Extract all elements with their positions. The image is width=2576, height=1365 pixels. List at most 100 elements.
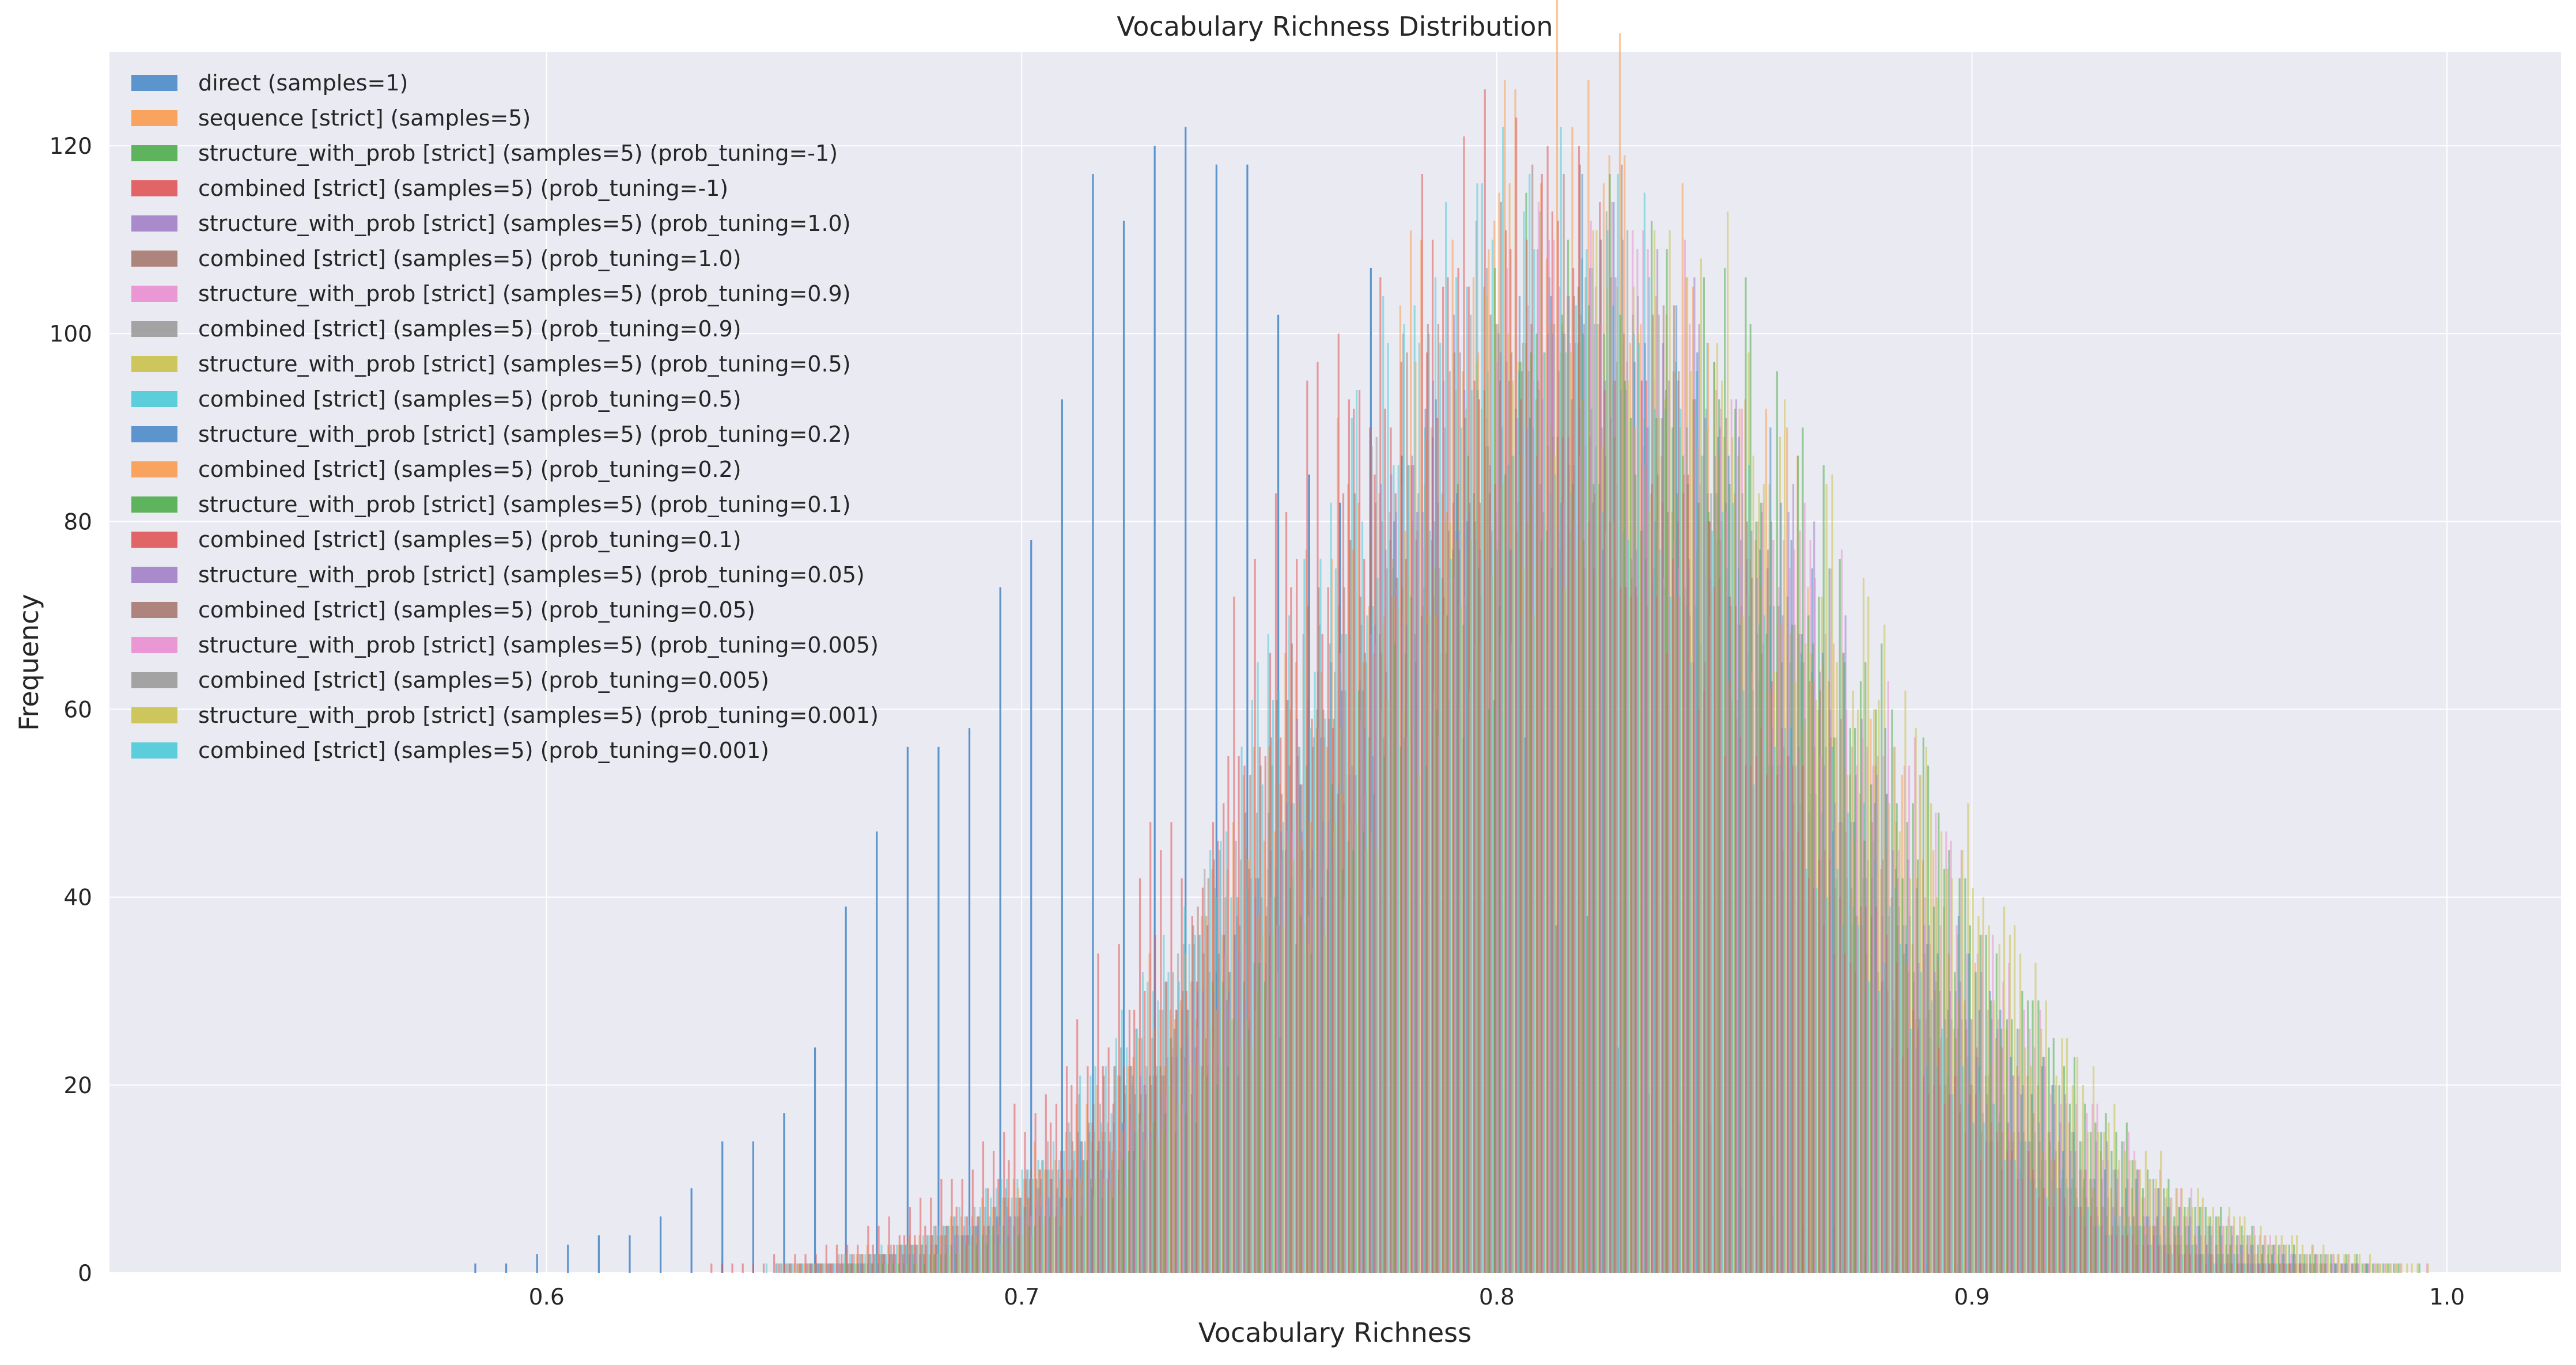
histogram-bar — [2136, 1169, 2139, 1273]
histogram-bar — [1690, 662, 1692, 1273]
histogram-bar — [820, 1263, 823, 1273]
histogram-bar — [2137, 1169, 2139, 1273]
histogram-bar — [1387, 343, 1389, 1273]
bars — [474, 0, 2429, 1273]
histogram-bar — [1753, 784, 1755, 1273]
histogram-bar — [822, 1263, 824, 1273]
histogram-bar — [906, 1245, 909, 1273]
histogram-bar — [2133, 1151, 2136, 1273]
histogram-bar — [1981, 934, 1984, 1273]
histogram-bar — [2032, 1000, 2034, 1273]
histogram-bar — [927, 1235, 929, 1273]
legend-swatch — [131, 321, 177, 337]
histogram-bar — [2157, 1188, 2159, 1273]
legend-swatch — [131, 215, 177, 232]
histogram-bar — [2194, 1207, 2196, 1273]
histogram-bar — [2355, 1263, 2357, 1273]
histogram-bar — [1376, 578, 1379, 1273]
legend-item: combined [strict] (samples=5) (prob_tuni… — [131, 457, 742, 482]
legend-label: direct (samples=1) — [198, 70, 408, 96]
histogram-bar — [2248, 1235, 2250, 1273]
histogram-bar — [994, 1207, 997, 1273]
histogram-bar — [1314, 672, 1316, 1273]
histogram-bar — [1217, 840, 1219, 1273]
histogram-bar — [2196, 1226, 2198, 1273]
histogram-bar — [2073, 1056, 2076, 1273]
legend-swatch — [131, 567, 177, 583]
histogram-bar — [2416, 1263, 2419, 1273]
histogram-bar — [505, 1263, 508, 1273]
histogram-bar — [2048, 1047, 2050, 1273]
histogram-bar — [2006, 1019, 2008, 1273]
histogram-bar — [1927, 765, 1930, 1273]
histogram-bar — [1439, 343, 1442, 1273]
legend-label: combined [strict] (samples=5) (prob_tuni… — [198, 738, 769, 763]
histogram-bar — [1149, 822, 1152, 1273]
legend-label: combined [strict] (samples=5) (prob_tuni… — [198, 246, 742, 271]
histogram-bar — [2241, 1245, 2244, 1273]
histogram-bar — [2406, 1263, 2408, 1273]
histogram-bar — [1003, 1132, 1005, 1273]
x-tick-label: 0.9 — [1954, 1284, 1989, 1310]
histogram-bar — [1460, 427, 1462, 1273]
histogram-bar — [1925, 746, 1927, 1273]
histogram-bar — [1125, 1047, 1128, 1273]
histogram-bar — [2045, 1000, 2047, 1273]
histogram-bar — [1073, 1151, 1076, 1273]
histogram-bar — [985, 1188, 988, 1273]
histogram-bar — [2336, 1254, 2339, 1273]
histogram-bar — [2202, 1254, 2204, 1273]
histogram-bar — [2178, 1207, 2180, 1273]
histogram-bar — [811, 1263, 814, 1273]
histogram-bar — [2115, 1132, 2117, 1273]
histogram-bar — [2168, 1178, 2170, 1273]
histogram-bar — [2355, 1254, 2358, 1273]
histogram-bar — [814, 1047, 816, 1273]
legend-item: combined [strict] (samples=5) (prob_tuni… — [131, 246, 742, 271]
histogram-bar — [2291, 1235, 2293, 1273]
histogram-bar — [1408, 465, 1410, 1273]
histogram-bar — [979, 1207, 982, 1273]
histogram-bar — [2134, 1160, 2136, 1273]
legend-swatch — [131, 637, 177, 653]
histogram-bar — [1883, 624, 1886, 1273]
histogram-bar — [845, 907, 847, 1273]
histogram-bar — [1041, 1160, 1043, 1273]
histogram-bar — [2351, 1263, 2353, 1273]
histogram-bar — [2011, 1019, 2013, 1273]
histogram-bar — [1470, 390, 1473, 1273]
histogram-bar — [1972, 1123, 1974, 1273]
legend-item: structure_with_prob [strict] (samples=5)… — [131, 141, 838, 166]
histogram-bar — [1836, 869, 1839, 1273]
histogram-bar — [2209, 1216, 2212, 1273]
histogram-bar — [872, 1245, 874, 1273]
histogram-bar — [1930, 1000, 1932, 1273]
histogram-bar — [803, 1263, 806, 1273]
legend-label: structure_with_prob [strict] (samples=5)… — [198, 351, 851, 377]
histogram-bar — [2253, 1226, 2255, 1273]
histogram-bar — [1985, 934, 1987, 1273]
histogram-bar — [819, 1263, 822, 1273]
histogram-bar — [2146, 1169, 2149, 1273]
histogram-bar — [2382, 1263, 2385, 1273]
histogram-bar — [2018, 1029, 2021, 1273]
histogram-bar — [2218, 1216, 2220, 1273]
histogram-bar — [1564, 352, 1567, 1273]
histogram-bar — [1948, 850, 1950, 1273]
histogram-bar — [2366, 1263, 2369, 1273]
histogram-bar — [2332, 1254, 2334, 1273]
histogram-bar — [2139, 1169, 2141, 1273]
histogram-bar — [1972, 888, 1974, 1273]
y-tick-label: 0 — [78, 1261, 92, 1287]
histogram-bar — [1847, 812, 1849, 1273]
histogram-bar — [993, 1151, 995, 1273]
histogram-bar — [1669, 596, 1671, 1273]
histogram-bar — [937, 1226, 940, 1273]
histogram-bar — [1763, 615, 1765, 1273]
histogram-bar — [948, 1226, 950, 1273]
histogram-bar — [917, 1245, 919, 1273]
histogram-bar — [2397, 1263, 2400, 1273]
histogram-bar — [2254, 1235, 2256, 1273]
histogram-bar — [2217, 1216, 2219, 1273]
histogram-bar — [800, 1263, 803, 1273]
